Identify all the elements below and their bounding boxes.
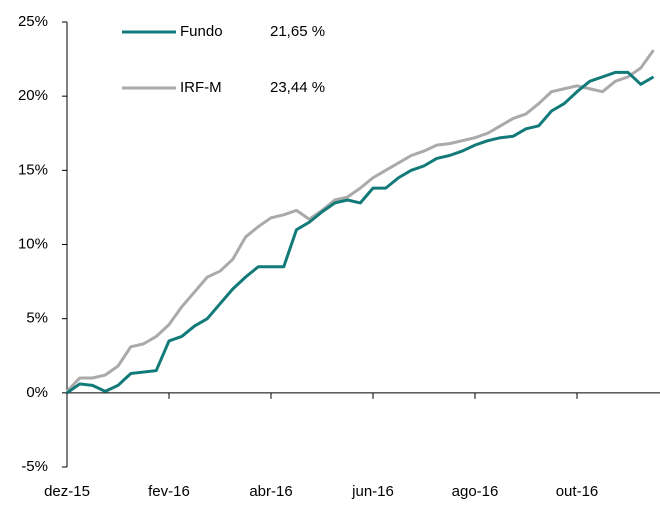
legend-label: IRF-M xyxy=(180,79,222,96)
y-tick-label: 15% xyxy=(18,161,48,178)
legend-value: 21,65 % xyxy=(270,23,325,40)
x-tick-label: out-16 xyxy=(556,483,599,500)
x-tick-label: abr-16 xyxy=(249,483,292,500)
legend-value: 23,44 % xyxy=(270,79,325,96)
y-tick-label: 5% xyxy=(26,310,48,327)
y-tick-label: 20% xyxy=(18,87,48,104)
series-line xyxy=(66,70,655,395)
series-line xyxy=(65,49,655,393)
y-tick-label: -5% xyxy=(21,458,48,475)
x-tick-label: fev-16 xyxy=(148,483,190,500)
x-tick-label: dez-15 xyxy=(44,483,90,500)
y-tick-label: 25% xyxy=(18,13,48,30)
legend-label: Fundo xyxy=(180,23,223,40)
y-tick-label: 10% xyxy=(18,235,48,252)
y-tick-label: 0% xyxy=(26,384,48,401)
x-tick-label: ago-16 xyxy=(452,483,499,500)
x-tick-label: jun-16 xyxy=(351,483,394,500)
